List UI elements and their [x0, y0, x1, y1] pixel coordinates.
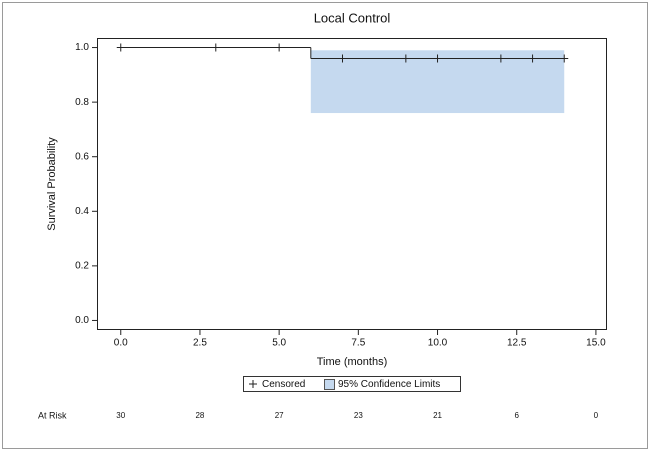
- censored-mark: [116, 43, 125, 52]
- at-risk-value: 27: [275, 411, 284, 420]
- legend-label: 95% Confidence Limits: [338, 379, 440, 390]
- at-risk-value: 23: [354, 411, 363, 420]
- censored-mark: [401, 54, 410, 63]
- y-tick-label: 0.4: [75, 206, 89, 217]
- plot-border: [97, 38, 607, 330]
- y-tick-label: 0.8: [75, 97, 89, 108]
- y-axis-label: Survival Probability: [46, 137, 58, 231]
- y-tick-label: 0.6: [75, 151, 89, 162]
- x-tick-label: 12.5: [507, 338, 527, 349]
- legend-box: [243, 376, 461, 392]
- censored-mark: [496, 54, 505, 63]
- legend-label: Censored: [262, 379, 305, 390]
- censored-mark: [560, 54, 569, 63]
- x-tick-label: 10.0: [428, 338, 448, 349]
- x-tick-label: 7.5: [351, 338, 365, 349]
- x-tick-label: 2.5: [193, 338, 207, 349]
- x-tick-label: 0.0: [114, 338, 128, 349]
- y-tick-label: 1.0: [75, 42, 89, 53]
- x-tick-label: 15.0: [586, 338, 606, 349]
- at-risk-label: At Risk: [38, 410, 67, 420]
- at-risk-value: 28: [195, 411, 204, 420]
- y-tick-label: 0.0: [75, 315, 89, 326]
- censored-mark: [338, 54, 347, 63]
- legend-symbol: [324, 379, 335, 390]
- x-axis-label: Time (months): [317, 356, 388, 368]
- chart-title: Local Control: [314, 10, 391, 25]
- legend-symbol: [249, 380, 257, 388]
- at-risk-value: 21: [433, 411, 442, 420]
- legend: Censored 95% Confidence Limits: [243, 376, 461, 392]
- y-tick-label: 0.2: [75, 261, 89, 272]
- at-risk-value: 0: [594, 411, 599, 420]
- at-risk-value: 30: [116, 411, 125, 420]
- censored-mark: [528, 54, 537, 63]
- x-tick-label: 5.0: [272, 338, 286, 349]
- censored-mark: [275, 43, 284, 52]
- censored-mark: [211, 43, 220, 52]
- at-risk-value: 6: [514, 411, 519, 420]
- censored-mark: [433, 54, 442, 63]
